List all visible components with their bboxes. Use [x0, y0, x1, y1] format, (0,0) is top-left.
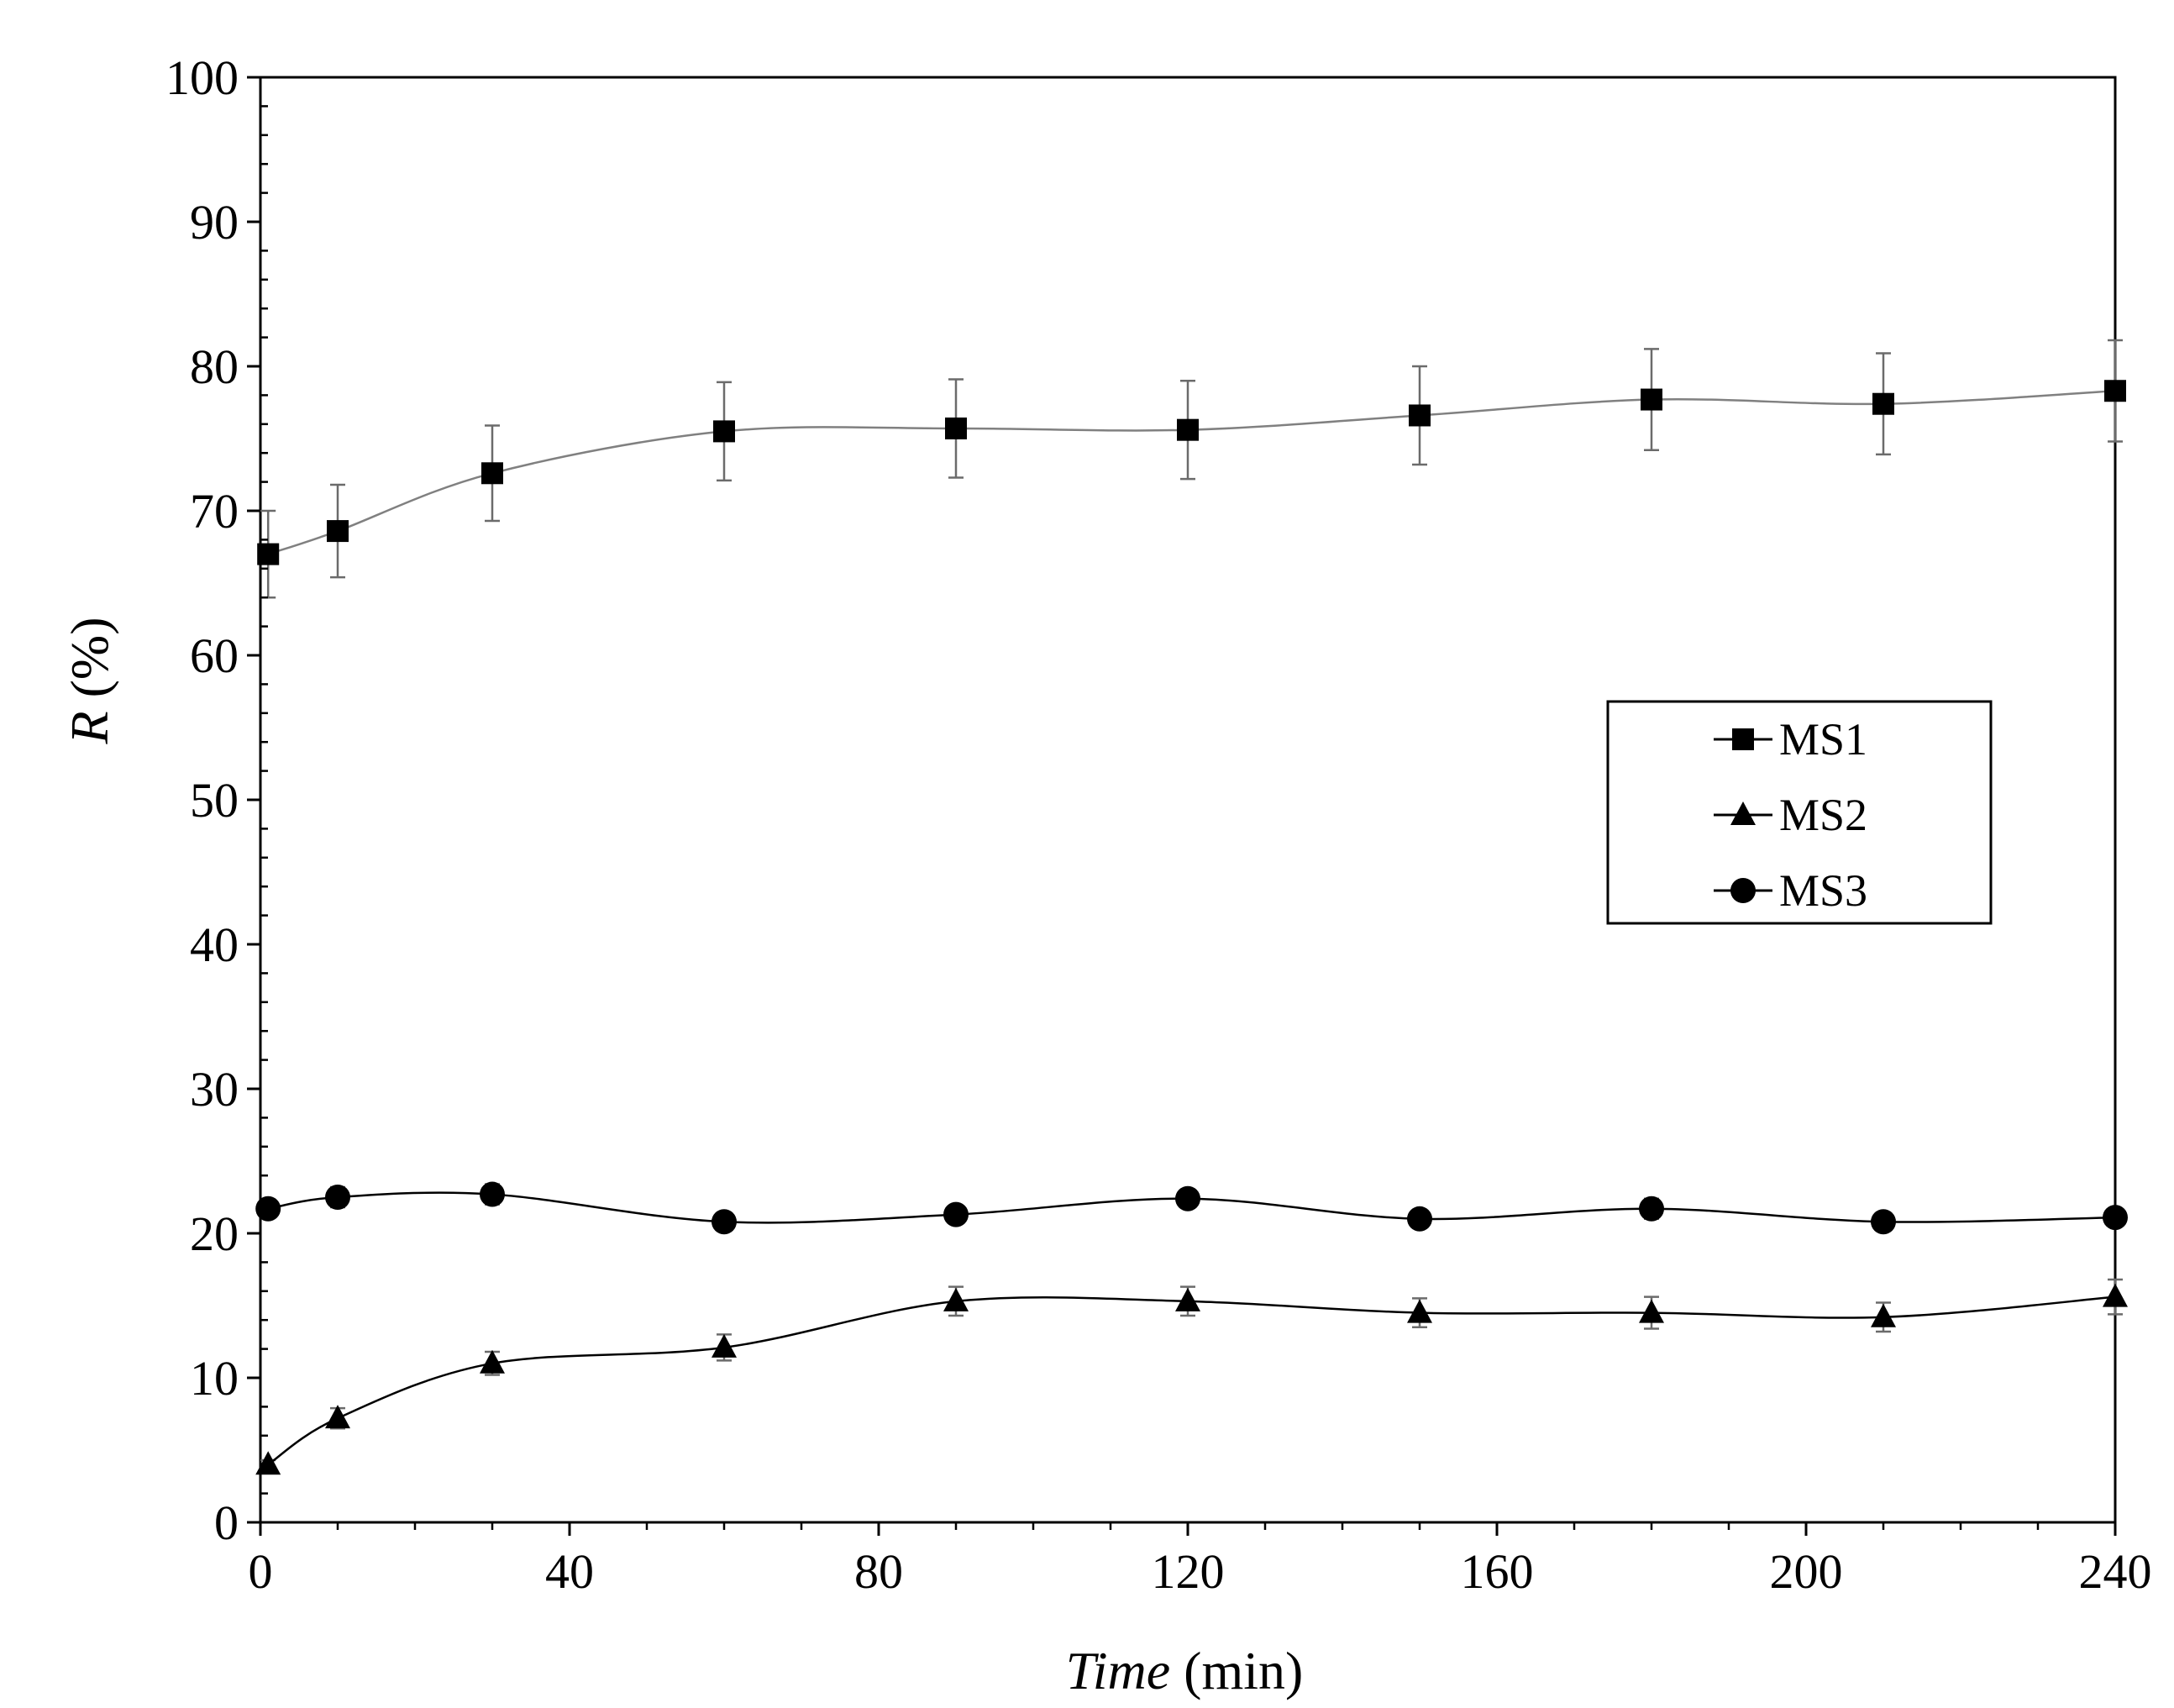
legend-item-ms1: MS1: [1714, 714, 1867, 765]
data-point-ms2: [255, 1451, 281, 1475]
y-tick-label: 70: [190, 484, 239, 539]
data-point-ms3: [2103, 1205, 2128, 1231]
x-tick-label: 0: [249, 1544, 273, 1599]
data-point-ms2: [2103, 1283, 2128, 1307]
data-point-ms1: [1641, 388, 1662, 411]
y-axis-title: R (%): [60, 617, 119, 744]
y-tick-label: 50: [190, 773, 239, 828]
data-point-ms2: [1639, 1299, 1664, 1323]
data-point-ms3: [1175, 1185, 1200, 1211]
y-tick-label: 40: [190, 917, 239, 972]
x-tick-label: 200: [1770, 1544, 1843, 1599]
data-point-ms3: [255, 1196, 281, 1222]
data-point-ms3: [712, 1209, 737, 1235]
data-point-ms1: [1872, 392, 1894, 415]
series-layer: [255, 339, 2128, 1475]
series-ms1: [257, 339, 2126, 599]
data-point-ms1: [257, 543, 280, 565]
legend-marker: [1732, 728, 1754, 750]
x-tick-label: 160: [1461, 1544, 1534, 1599]
legend-marker: [1730, 801, 1756, 825]
data-point-ms1: [713, 420, 735, 443]
x-tick-label: 80: [854, 1544, 903, 1599]
y-tick-label: 20: [190, 1206, 239, 1261]
legend-label: MS2: [1779, 790, 1867, 840]
legend-item-ms3: MS3: [1714, 865, 1867, 916]
data-point-ms2: [1175, 1287, 1200, 1311]
y-tick-label: 10: [190, 1351, 239, 1406]
legend-item-ms2: MS2: [1714, 790, 1867, 840]
data-point-ms1: [327, 520, 349, 543]
data-point-ms1: [1177, 418, 1199, 441]
series-line-ms1: [267, 389, 2116, 555]
data-point-ms2: [1407, 1299, 1432, 1323]
data-point-ms2: [480, 1349, 505, 1374]
data-point-ms3: [1407, 1206, 1432, 1232]
x-tick-label: 240: [2079, 1544, 2152, 1599]
x-tick-label: 40: [545, 1544, 594, 1599]
legend-marker: [1730, 878, 1756, 903]
series-line-ms2: [267, 1295, 2116, 1466]
legend-label: MS1: [1779, 714, 1867, 765]
data-point-ms3: [1871, 1209, 1896, 1235]
data-point-ms3: [325, 1185, 350, 1210]
y-tick-label: 80: [190, 339, 239, 394]
y-tick-label: 0: [214, 1495, 239, 1550]
data-point-ms1: [2104, 380, 2126, 402]
data-point-ms2: [325, 1405, 350, 1429]
legend-label: MS3: [1779, 865, 1867, 916]
data-point-ms3: [480, 1181, 505, 1207]
data-point-ms3: [943, 1201, 969, 1227]
y-tick-label: 90: [190, 195, 239, 250]
data-point-ms3: [1639, 1196, 1664, 1222]
data-point-ms2: [943, 1287, 969, 1311]
data-point-ms1: [481, 462, 503, 485]
y-tick-label: 100: [165, 50, 239, 105]
series-ms3: [255, 1181, 2128, 1235]
data-point-ms2: [712, 1333, 737, 1358]
x-axis-title: Time (min): [1066, 1641, 1304, 1700]
legend: MS1 MS2 MS3: [1606, 700, 1993, 925]
y-tick-label: 60: [190, 628, 239, 683]
x-tick-label: 120: [1152, 1544, 1225, 1599]
data-point-ms1: [945, 417, 967, 439]
data-point-ms2: [1871, 1303, 1896, 1327]
data-point-ms1: [1409, 404, 1431, 427]
legend-box: [1606, 700, 1993, 925]
axes-layer: 0 10 20 30 40 50 60 70 80 90 100 0 40 80 120 160 200 240: [165, 50, 2152, 1599]
series-ms2: [255, 1278, 2128, 1475]
y-tick-label: 30: [190, 1062, 239, 1117]
